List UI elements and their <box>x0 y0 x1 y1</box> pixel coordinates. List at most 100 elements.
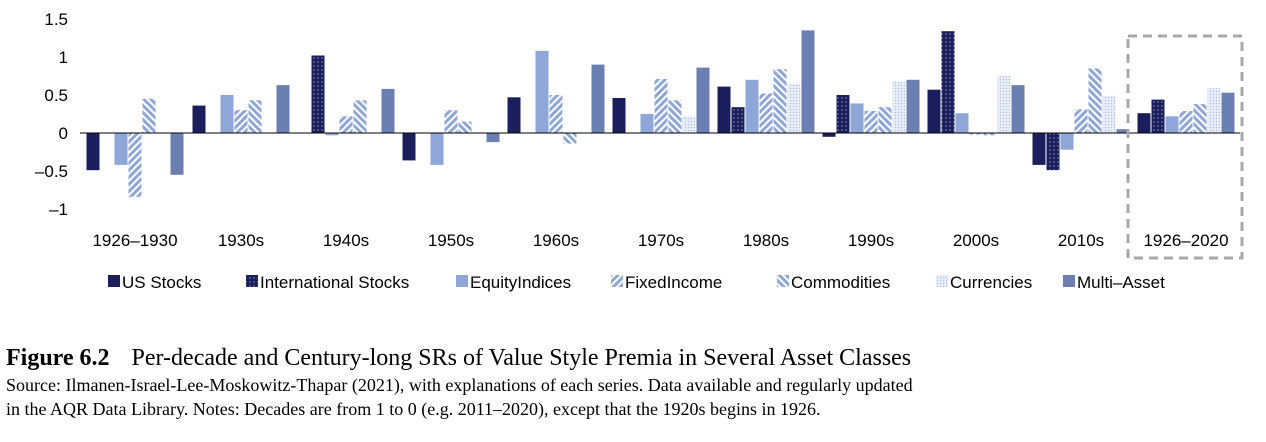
highlight-box-1926-2020 <box>1126 34 1244 260</box>
bar-fixedincome-2000s <box>969 133 983 135</box>
bar-fixedincome-1970s <box>654 79 668 133</box>
figure-title: Per-decade and Century-long SRs of Value… <box>131 345 912 371</box>
bar-equityindices-1960s <box>535 50 549 133</box>
legend-swatch-commodities <box>777 275 789 287</box>
legend-label-commodities: Commodities <box>791 273 890 292</box>
legend-label-international-stocks: International Stocks <box>260 273 409 292</box>
bars-layer <box>86 30 1235 197</box>
category-label-1970s: 1970s <box>638 231 684 250</box>
bar-commodities-2000s <box>983 133 997 136</box>
bar-fixedincome-2010s <box>1074 109 1088 133</box>
figure-source-line-2: in the AQR Data Library. Notes: Decades … <box>6 399 821 419</box>
legend: US Stocks International Stocks EquityIndic… <box>108 273 1165 292</box>
figure-source-line-1: Source: Ilmanen-Israel-Lee-Moskowitz-Tha… <box>6 375 913 395</box>
bar-equityindices-1940s <box>325 133 339 136</box>
bar-us-stocks-1926-2020 <box>1137 113 1151 133</box>
bar-equityindices-1950s <box>430 133 444 165</box>
bar-international-stocks-2000s <box>941 31 955 134</box>
bar-us-stocks-1930s <box>192 105 206 133</box>
bar-commodities-1970s <box>668 100 682 133</box>
bar-equityindices-2010s <box>1060 133 1074 150</box>
legend-swatch-multi-asset <box>1063 275 1075 287</box>
bar-commodities-1940s <box>353 100 367 133</box>
y-tick-label: 1 <box>59 48 68 67</box>
bar-multi-asset-1990s <box>906 79 920 133</box>
category-label-1960s: 1960s <box>533 231 579 250</box>
bar-multi-asset-1950s <box>486 133 500 143</box>
category-label-1950s: 1950s <box>428 231 474 250</box>
y-tick-label: 0.5 <box>44 86 68 105</box>
bar-currencies-1926-2020 <box>1207 88 1221 133</box>
legend-label-currencies: Currencies <box>950 273 1032 292</box>
bar-currencies-1980s <box>787 83 801 133</box>
bar-multi-asset-1930s <box>276 85 290 133</box>
bar-equityindices-2000s <box>955 113 969 133</box>
bar-commodities-1926-2020 <box>1193 104 1207 133</box>
legend-label-fixedincome: FixedIncome <box>625 273 722 292</box>
bar-commodities-1930s <box>248 100 262 133</box>
bar-commodities-1990s <box>878 107 892 133</box>
y-tick-label: 0 <box>59 124 68 143</box>
bar-multi-asset-1980s <box>801 30 815 133</box>
legend-label-us-stocks: US Stocks <box>122 273 201 292</box>
bar-fixedincome-1940s <box>339 116 353 133</box>
bar-international-stocks-2010s <box>1046 133 1060 171</box>
bar-fixedincome-1960s <box>549 95 563 133</box>
y-tick-label: 1.5 <box>44 10 68 29</box>
bar-equityindices-1980s <box>745 79 759 133</box>
bar-currencies-2010s <box>1102 95 1116 133</box>
bar-commodities-1960s <box>563 133 577 144</box>
bar-us-stocks-1960s <box>507 97 521 133</box>
bar-equityindices-1926-2020 <box>1165 116 1179 133</box>
bar-international-stocks-1980s <box>731 107 745 133</box>
bar-commodities-1980s <box>773 69 787 133</box>
figure-caption: Figure 6.2 Per-decade and Century-long SR… <box>6 343 1262 421</box>
category-label-1926-2020: 1926–2020 <box>1143 231 1228 250</box>
bar-fixedincome-1930s <box>234 110 248 133</box>
bar-international-stocks-1926-2020 <box>1151 99 1165 133</box>
category-labels: 1926–1930 1930s 1940s 1950s 1960s 1970s 1980s 1… <box>92 231 1228 250</box>
bar-multi-asset-1960s <box>591 64 605 133</box>
bar-fixedincome-1950s <box>444 110 458 133</box>
bar-international-stocks-1940s <box>311 55 325 133</box>
bar-equityindices-1990s <box>850 103 864 133</box>
figure-title-line: Figure 6.2 Per-decade and Century-long SR… <box>6 343 1262 373</box>
bar-currencies-2000s <box>997 76 1011 133</box>
legend-swatch-equityindices <box>456 275 468 287</box>
bar-fixedincome-1926-2020 <box>1179 111 1193 133</box>
category-label-1930s: 1930s <box>218 231 264 250</box>
bar-multi-asset-1926-2020 <box>1221 92 1235 133</box>
bar-fixedincome-1980s <box>759 93 773 133</box>
legend-swatch-currencies <box>936 275 948 287</box>
legend-swatch-us-stocks <box>108 275 120 287</box>
bar-us-stocks-2000s <box>927 89 941 133</box>
bar-us-stocks-2010s <box>1032 133 1046 165</box>
bar-multi-asset-1940s <box>381 88 395 133</box>
y-tick-label: –1 <box>49 200 68 219</box>
legend-swatch-international-stocks <box>246 275 258 287</box>
category-label-1980s: 1980s <box>743 231 789 250</box>
bar-international-stocks-1990s <box>836 95 850 133</box>
bar-multi-asset-2010s <box>1116 129 1130 133</box>
bar-currencies-1970s <box>682 116 696 133</box>
bar-fixedincome-1990s <box>864 111 878 133</box>
bar-multi-asset-1970s <box>696 67 710 133</box>
bar-equityindices-1926-1930 <box>114 133 128 165</box>
bar-us-stocks-1990s <box>822 133 836 137</box>
bar-fixedincome-1926-1930 <box>128 133 142 197</box>
bar-commodities-1950s <box>458 121 472 133</box>
bar-currencies-1990s <box>892 81 906 133</box>
category-label-2000s: 2000s <box>953 231 999 250</box>
category-label-1990s: 1990s <box>848 231 894 250</box>
y-axis: 1.5 1 0.5 0 –0.5 –1 <box>35 10 68 219</box>
bar-us-stocks-1980s <box>717 86 731 133</box>
bar-commodities-2010s <box>1088 68 1102 133</box>
category-label-1940s: 1940s <box>323 231 369 250</box>
bar-us-stocks-1970s <box>612 98 626 133</box>
bar-equityindices-1970s <box>640 114 654 133</box>
category-label-2010s: 2010s <box>1058 231 1104 250</box>
value-premia-bar-chart: 1.510.50–0.5–1 1926–1930 1930s 1940s 1950s 1… <box>35 10 1244 292</box>
category-label-1926-1930: 1926–1930 <box>92 231 177 250</box>
bar-us-stocks-1950s <box>402 133 416 161</box>
bar-commodities-1926-1930 <box>142 98 156 133</box>
